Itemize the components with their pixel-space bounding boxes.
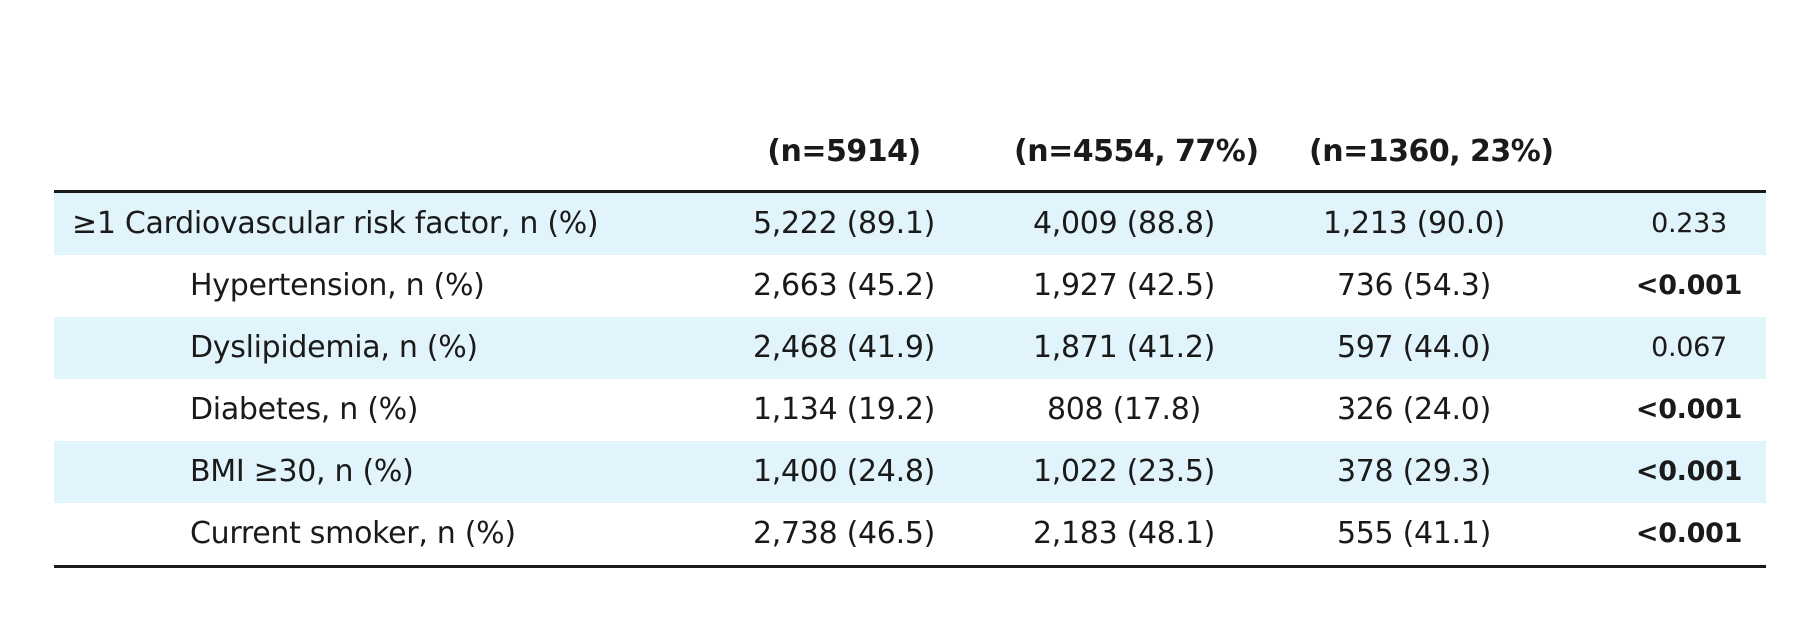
cell-group2: 326 (24.0) [1336,392,1491,427]
cell-group2: 555 (41.1) [1336,516,1491,551]
cell-total: 2,738 (46.5) [752,516,936,551]
cell-total: 5,222 (89.1) [752,206,936,241]
cell-p-value: <0.001 [1635,518,1743,549]
row-label: ≥1 Cardiovascular risk factor, n (%) [72,206,599,241]
row-label: Dyslipidemia, n (%) [190,330,478,365]
table-row: Diabetes, n (%) 1,134 (19.2) 808 (17.8) 326… [54,379,1766,441]
cell-group2: 597 (44.0) [1336,330,1491,365]
cell-p-value: 0.067 [1651,332,1727,363]
cell-group1: 4,009 (88.8) [1032,206,1216,241]
cell-group2: 736 (54.3) [1336,268,1491,303]
header-group2: (n=1360, 23%) [1309,134,1554,169]
table-body: ≥1 Cardiovascular risk factor, n (%) 5,22… [54,193,1766,565]
cell-group2: 1,213 (90.0) [1322,206,1506,241]
table-row: Dyslipidemia, n (%) 2,468 (41.9) 1,871 (41… [54,317,1766,379]
table-row: Current smoker, n (%) 2,738 (46.5) 2,183 (… [54,503,1766,565]
cell-p-value: <0.001 [1635,270,1743,301]
header-total: (n=5914) [767,134,921,169]
table-row: BMI ≥30, n (%) 1,400 (24.8) 1,022 (23.5) 37… [54,441,1766,503]
cell-total: 1,134 (19.2) [752,392,936,427]
cell-group1: 1,927 (42.5) [1032,268,1216,303]
row-label: Hypertension, n (%) [190,268,485,303]
row-label: BMI ≥30, n (%) [190,454,414,489]
header-group1: (n=4554, 77%) [1014,134,1259,169]
cell-group1: 808 (17.8) [1046,392,1201,427]
cell-group1: 1,871 (41.2) [1032,330,1216,365]
table-row: ≥1 Cardiovascular risk factor, n (%) 5,22… [54,193,1766,255]
table-row: Hypertension, n (%) 2,663 (45.2) 1,927 (42… [54,255,1766,317]
cell-p-value: <0.001 [1635,456,1743,487]
cell-group1: 1,022 (23.5) [1032,454,1216,489]
cell-total: 2,663 (45.2) [752,268,936,303]
risk-factor-table: (n=5914) (n=4554, 77%) (n=1360, 23%) ≥1 … [54,120,1766,568]
table-header: (n=5914) (n=4554, 77%) (n=1360, 23%) [54,120,1766,190]
cell-p-value: 0.233 [1651,208,1727,239]
bottom-rule [54,565,1766,568]
cell-p-value: <0.001 [1635,394,1743,425]
cell-total: 2,468 (41.9) [752,330,936,365]
cell-total: 1,400 (24.8) [752,454,936,489]
row-label: Current smoker, n (%) [190,516,516,551]
header-rule [54,190,1766,193]
row-label: Diabetes, n (%) [190,392,419,427]
cell-group1: 2,183 (48.1) [1032,516,1216,551]
cell-group2: 378 (29.3) [1336,454,1491,489]
